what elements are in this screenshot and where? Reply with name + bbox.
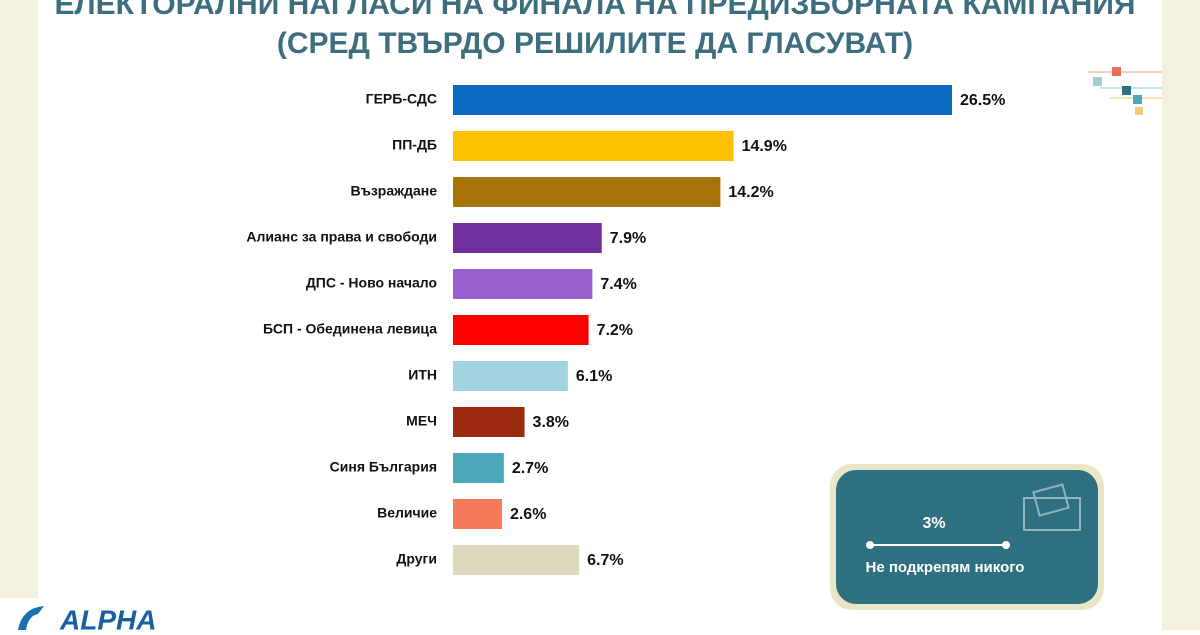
value-label: 14.2% xyxy=(728,184,773,201)
category-label: Други xyxy=(396,551,437,567)
callout-box: 3% Не подкрепям никого xyxy=(830,464,1104,610)
category-label: Величие xyxy=(377,505,437,521)
bar xyxy=(453,545,580,575)
value-label: 6.7% xyxy=(587,552,623,569)
bar xyxy=(453,177,721,207)
category-label: БСП - Обединена левица xyxy=(263,321,437,337)
value-label: 2.7% xyxy=(512,460,548,477)
chart-subtitle: (СРЕД ТВЪРДО РЕШИЛИТЕ ДА ГЛАСУВАТ) xyxy=(277,27,913,60)
value-label: 7.9% xyxy=(610,230,646,247)
category-label: ИТН xyxy=(408,367,437,383)
value-label: 7.2% xyxy=(597,322,633,339)
bar xyxy=(453,223,602,253)
category-label: Възраждане xyxy=(351,183,438,199)
category-label: ГЕРБ-СДС xyxy=(366,91,437,107)
callout-text: Не подкрепям никого xyxy=(866,559,1025,576)
value-label: 2.6% xyxy=(510,506,546,523)
category-label: ПП-ДБ xyxy=(392,137,437,153)
bar xyxy=(453,269,593,299)
bar xyxy=(453,315,589,345)
bar xyxy=(453,361,568,391)
bar xyxy=(453,85,952,115)
bar xyxy=(453,499,502,529)
chart-title: ЕЛЕКТОРАЛНИ НАГЛАСИ НА ФИНАЛА НА ПРЕДИЗБ… xyxy=(55,0,1136,21)
bar xyxy=(453,407,525,437)
value-label: 7.4% xyxy=(600,276,636,293)
logo-text: ALPHA xyxy=(59,604,156,630)
category-label: ДПС - Ново начало xyxy=(306,275,437,291)
logo: ALPHA xyxy=(0,598,190,635)
value-label: 6.1% xyxy=(576,368,612,385)
bar xyxy=(453,453,504,483)
decoration xyxy=(1088,67,1162,115)
value-label: 3.8% xyxy=(533,414,569,431)
category-label: МЕЧ xyxy=(406,413,437,429)
category-label: Алианс за права и свободи xyxy=(246,229,437,245)
value-label: 26.5% xyxy=(960,92,1005,109)
callout-value: 3% xyxy=(922,515,945,532)
bar xyxy=(453,131,734,161)
category-label: Синя България xyxy=(330,459,437,475)
value-label: 14.9% xyxy=(742,138,787,155)
